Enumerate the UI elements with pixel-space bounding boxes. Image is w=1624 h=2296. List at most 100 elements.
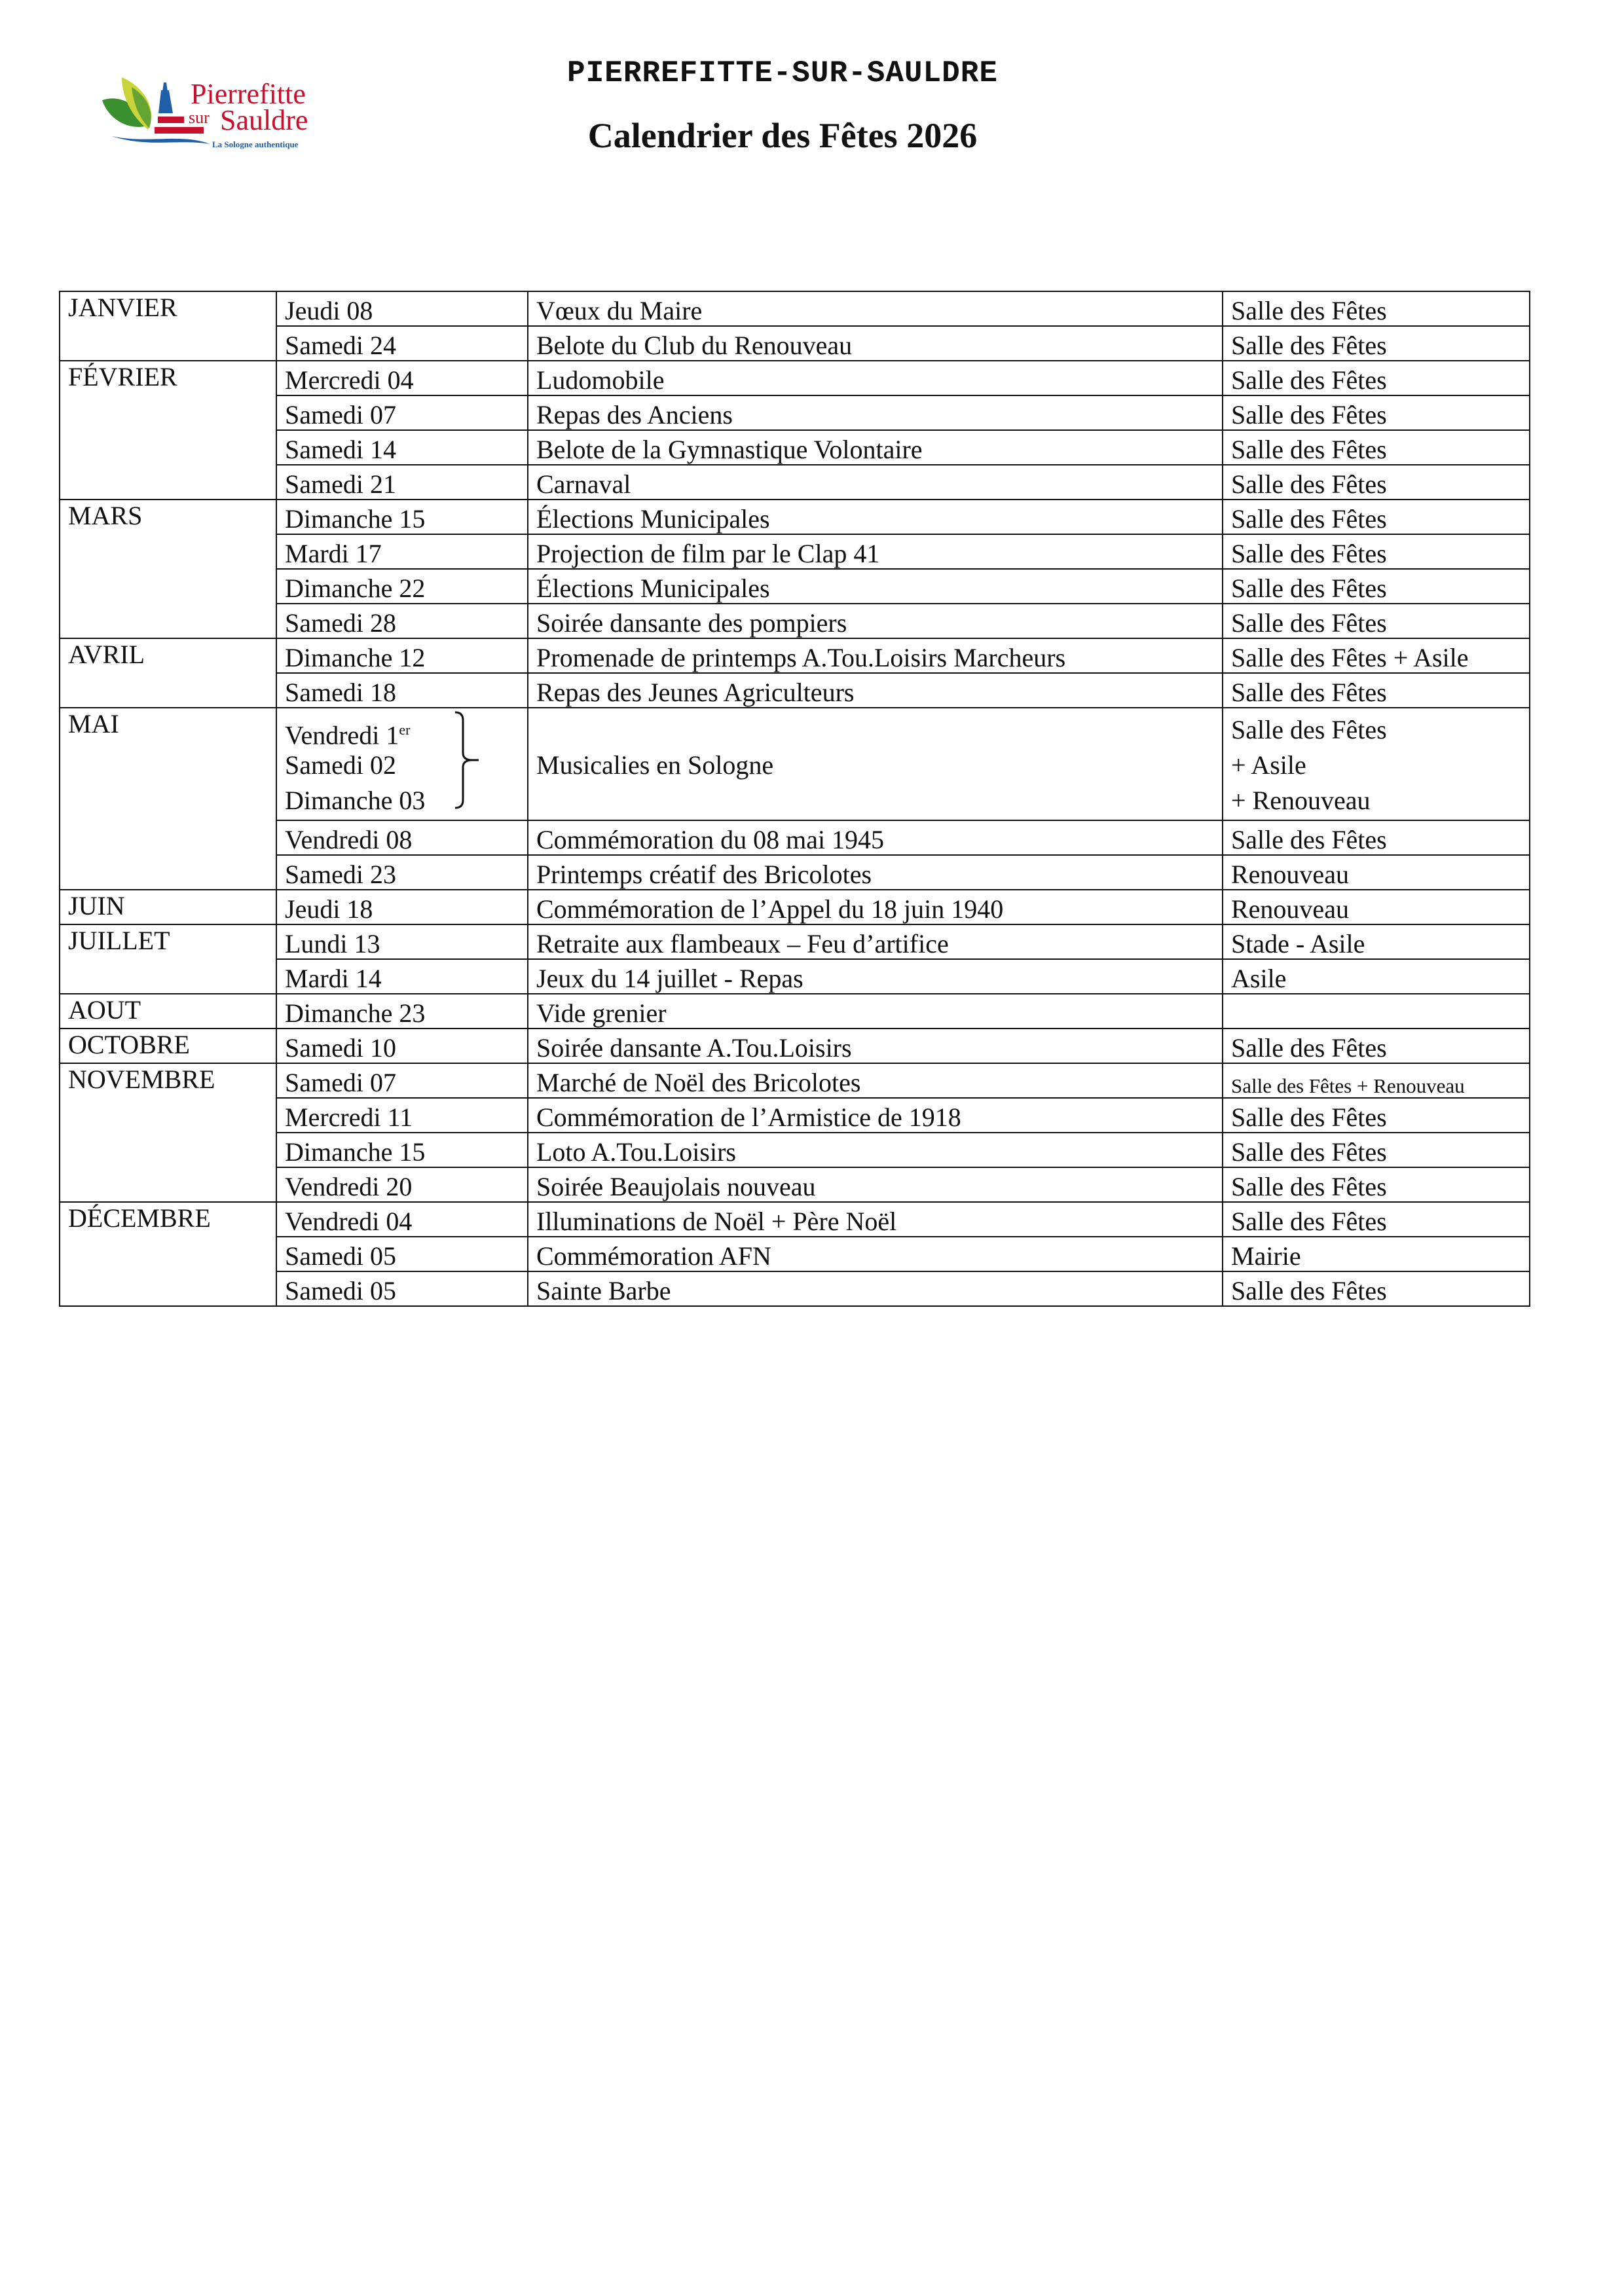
- table-row: Samedi 21 Carnaval Salle des Fêtes: [60, 464, 1530, 500]
- date-cell: Samedi 05: [276, 1236, 528, 1272]
- date-cell: Dimanche 15: [276, 1132, 528, 1168]
- place-cell: Salle des Fêtes: [1222, 395, 1530, 431]
- event-cell: Soirée dansante A.Tou.Loisirs: [527, 1028, 1223, 1064]
- table-row: JUILLET Lundi 13 Retraite aux flambeaux – …: [59, 924, 1530, 994]
- event-cell: Commémoration AFN: [527, 1236, 1223, 1272]
- date-cell: Samedi 18: [276, 672, 528, 708]
- table-row: Samedi 14 Belote de la Gymnastique Volont…: [60, 429, 1530, 465]
- table-row: MAI Vendredi 1er Samedi 02 Dimanche 03 Music…: [59, 707, 1530, 890]
- event-cell: Ludomobile: [527, 360, 1223, 396]
- month-cell: FÉVRIER: [59, 360, 277, 500]
- table-row: NOVEMBRE Samedi 07 Marché de Noël des Bric…: [59, 1063, 1530, 1203]
- month-cell: OCTOBRE: [59, 1028, 277, 1064]
- event-cell: Élections Municipales: [527, 568, 1223, 604]
- table-row: AOUT Dimanche 23 Vide grenier: [59, 993, 1530, 1029]
- date-cell-multi: Vendredi 1er Samedi 02 Dimanche 03: [276, 707, 528, 821]
- date-cell: Vendredi 04: [276, 1201, 528, 1237]
- place-cell: Salle des Fêtes: [1222, 1167, 1530, 1203]
- date-cell: Dimanche 22: [276, 568, 528, 604]
- month-cell: DÉCEMBRE: [59, 1201, 277, 1307]
- table-row: Vendredi 20 Soirée Beaujolais nouveau Sall…: [60, 1167, 1530, 1203]
- month-cell: MAI: [59, 707, 277, 890]
- place-cell: Salle des Fêtes: [1222, 534, 1530, 570]
- event-cell: Repas des Anciens: [527, 395, 1223, 431]
- place-cell: Salle des Fêtes: [1222, 1028, 1530, 1064]
- month-cell: AVRIL: [59, 638, 277, 708]
- event-cell: Sainte Barbe: [527, 1271, 1223, 1307]
- table-row: Samedi 18 Repas des Jeunes Agriculteurs Sa…: [60, 672, 1530, 708]
- event-cell: Vœux du Maire: [527, 291, 1223, 327]
- table-row: Mardi 17 Projection de film par le Clap 4…: [60, 534, 1530, 570]
- date-cell: Jeudi 18: [276, 889, 528, 925]
- place-cell: Salle des Fêtes: [1222, 499, 1530, 535]
- place-cell: [1222, 993, 1530, 1029]
- date-text: Vendredi 1: [285, 720, 399, 750]
- event-cell: Commémoration de l’Armistice de 1918: [527, 1097, 1223, 1133]
- date-cell: Samedi 28: [276, 603, 528, 639]
- event-cell: Jeux du 14 juillet - Repas: [527, 958, 1223, 994]
- month-cell: NOVEMBRE: [59, 1063, 277, 1203]
- table-row: Samedi 07 Repas des Anciens Salle des Fête…: [60, 395, 1530, 431]
- event-cell: Projection de film par le Clap 41: [527, 534, 1223, 570]
- table-row: Samedi 05 Commémoration AFN Mairie: [60, 1236, 1530, 1272]
- table-row: Dimanche 15 Loto A.Tou.Loisirs Salle des F…: [60, 1132, 1530, 1168]
- table-row: JUIN Jeudi 18 Commémoration de l’Appel du …: [59, 889, 1530, 925]
- event-cell: Loto A.Tou.Loisirs: [527, 1132, 1223, 1168]
- date-text: Dimanche 03: [285, 786, 426, 815]
- place-cell: Asile: [1222, 958, 1530, 994]
- date-cell: Vendredi 20: [276, 1167, 528, 1203]
- table-row: MARS Dimanche 15 Élections Municipales Sall…: [59, 499, 1530, 639]
- place-cell: Salle des Fêtes: [1222, 429, 1530, 465]
- svg-text:Sauldre: Sauldre: [220, 104, 308, 136]
- date-text: Samedi 02: [285, 750, 396, 780]
- table-row: Vendredi 08 Commémoration du 08 mai 1945 S…: [60, 820, 1530, 856]
- event-cell: Soirée Beaujolais nouveau: [527, 1167, 1223, 1203]
- place-cell: Salle des Fêtes + Renouveau: [1222, 1063, 1530, 1099]
- event-cell: Marché de Noël des Bricolotes: [527, 1063, 1223, 1099]
- table-row: JANVIER Jeudi 08 Vœux du Maire Salle des Fê…: [59, 291, 1530, 361]
- table-row: Mercredi 11 Commémoration de l’Armistice …: [60, 1097, 1530, 1133]
- place-cell: Stade - Asile: [1222, 924, 1530, 960]
- table-row: Samedi 23 Printemps créatif des Bricolote…: [60, 854, 1530, 890]
- place-cell: Salle des Fêtes: [1222, 820, 1530, 856]
- month-cell: AOUT: [59, 993, 277, 1029]
- town-name: PIERREFITTE-SUR-SAULDRE: [567, 56, 998, 90]
- event-cell: Élections Municipales: [527, 499, 1223, 535]
- month-cell: JUIN: [59, 889, 277, 925]
- date-line: Samedi 02: [285, 748, 519, 783]
- place-cell-multi: Salle des Fêtes + Asile + Renouveau: [1222, 707, 1530, 821]
- logo-text-pierrefitte: Pierrefitte: [191, 78, 306, 110]
- svg-text:sur: sur: [189, 108, 210, 127]
- event-cell: Vide grenier: [527, 993, 1223, 1029]
- date-cell: Mardi 17: [276, 534, 528, 570]
- date-cell: Samedi 24: [276, 325, 528, 361]
- table-row: Mardi 14 Jeux du 14 juillet - Repas Asile: [60, 958, 1530, 994]
- place-line: Salle des Fêtes: [1231, 715, 1387, 744]
- table-row: DÉCEMBRE Vendredi 04 Illuminations de Noël…: [59, 1201, 1530, 1307]
- events-calendar-table: JANVIER Jeudi 08 Vœux du Maire Salle des Fê…: [59, 291, 1530, 1307]
- date-cell: Samedi 10: [276, 1028, 528, 1064]
- date-cell: Dimanche 23: [276, 993, 528, 1029]
- date-cell: Lundi 13: [276, 924, 528, 960]
- date-cell: Mercredi 04: [276, 360, 528, 396]
- date-line: Vendredi 1er: [285, 712, 519, 750]
- date-cell: Dimanche 12: [276, 638, 528, 674]
- table-row: Samedi 28 Soirée dansante des pompiers Sal…: [60, 603, 1530, 639]
- event-cell: Commémoration du 08 mai 1945: [527, 820, 1223, 856]
- month-cell: JUILLET: [59, 924, 277, 994]
- event-cell: Musicalies en Sologne: [527, 707, 1223, 821]
- place-cell: Salle des Fêtes: [1222, 568, 1530, 604]
- date-cell: Samedi 21: [276, 464, 528, 500]
- event-cell: Retraite aux flambeaux – Feu d’artifice: [527, 924, 1223, 960]
- event-cell: Belote du Club du Renouveau: [527, 325, 1223, 361]
- table-row: Samedi 05 Sainte Barbe Salle des Fêtes: [60, 1271, 1530, 1307]
- date-cell: Samedi 05: [276, 1271, 528, 1307]
- place-cell: Salle des Fêtes: [1222, 1271, 1530, 1307]
- place-cell: Renouveau: [1222, 854, 1530, 890]
- event-cell: Illuminations de Noël + Père Noël: [527, 1201, 1223, 1237]
- date-cell: Jeudi 08: [276, 291, 528, 327]
- date-cell: Samedi 23: [276, 854, 528, 890]
- place-line: + Asile: [1231, 750, 1306, 780]
- date-line: Dimanche 03: [285, 783, 519, 818]
- table-row: FÉVRIER Mercredi 04 Ludomobile Salle des Fê…: [59, 360, 1530, 500]
